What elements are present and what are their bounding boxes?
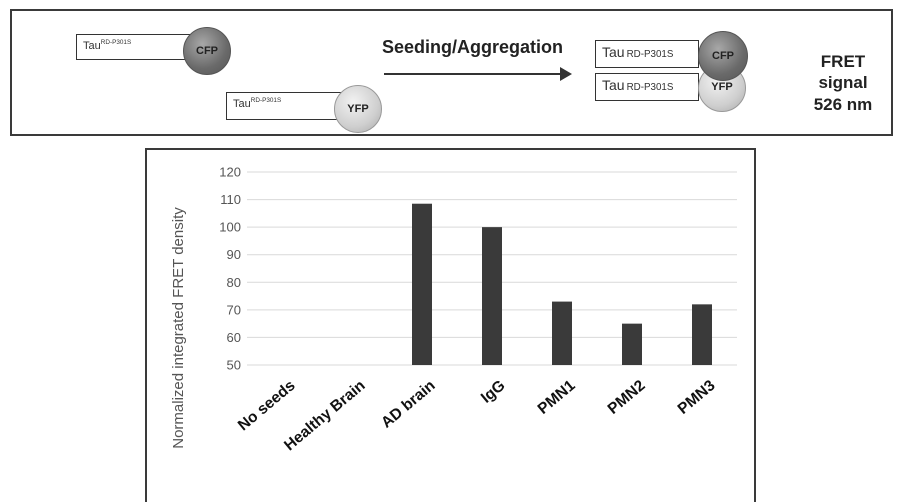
fret-signal-label: FRET signal 526 nm	[798, 51, 888, 115]
y-tick-label: 60	[227, 330, 241, 345]
tau-label: Tau	[602, 77, 625, 93]
x-category-label: PMN3	[675, 377, 719, 418]
y-tick-label: 90	[227, 247, 241, 262]
yfp-label: YFP	[711, 81, 733, 93]
bar	[622, 323, 642, 365]
arrow-head-icon	[560, 67, 572, 81]
tau-construct-aggregated-bottom: Tau RD-P301S	[595, 73, 699, 101]
y-tick-label: 80	[227, 275, 241, 290]
tau-label: Tau	[83, 40, 101, 52]
tau-superscript: RD-P301S	[626, 49, 674, 60]
yfp-circle: YFP	[334, 85, 382, 133]
x-category-label: PMN2	[605, 377, 649, 418]
fret-signal-line1: FRET signal	[818, 52, 868, 93]
y-tick-label: 70	[227, 302, 241, 317]
tau-label: Tau	[602, 44, 625, 60]
cfp-circle-aggregated: CFP	[698, 31, 748, 81]
tau-superscript: RD-P301S	[100, 39, 132, 46]
bar	[692, 304, 712, 365]
cfp-circle: CFP	[183, 27, 231, 75]
y-tick-label: 120	[219, 165, 241, 180]
tau-superscript: RD-P301S	[626, 82, 674, 93]
tau-label: Tau	[233, 98, 251, 110]
x-category-label: No seeds	[235, 377, 299, 434]
arrow-line	[384, 73, 562, 75]
x-category-label: AD brain	[378, 377, 438, 432]
y-tick-label: 110	[220, 192, 241, 207]
fret-schematic-panel: TauRD-P301S CFP TauRD-P301S YFP Seeding/…	[10, 9, 893, 136]
fret-signal-line2: 526 nm	[813, 94, 873, 114]
bar	[482, 227, 502, 365]
tau-construct-cfp: TauRD-P301S	[76, 34, 192, 60]
tau-construct-yfp: TauRD-P301S	[226, 92, 342, 120]
fret-bar-chart-panel: 50 60 70 80 90 100 110 120 No seeds Healthy Brai…	[145, 148, 756, 502]
bar	[412, 203, 432, 365]
x-category-label: IgG	[478, 377, 509, 407]
y-tick-label: 50	[227, 358, 241, 373]
cfp-label: CFP	[712, 50, 734, 62]
tau-construct-aggregated-top: Tau RD-P301S	[595, 40, 699, 68]
yfp-label: YFP	[347, 103, 369, 115]
y-tick-label: 100	[219, 220, 241, 235]
tau-superscript: RD-P301S	[250, 97, 282, 104]
seeding-aggregation-label: Seeding/Aggregation	[382, 37, 564, 57]
bar	[552, 301, 572, 365]
x-category-label: PMN1	[535, 377, 579, 418]
cfp-label: CFP	[196, 45, 218, 57]
y-axis-label: Normalized integrated FRET density	[170, 207, 187, 449]
